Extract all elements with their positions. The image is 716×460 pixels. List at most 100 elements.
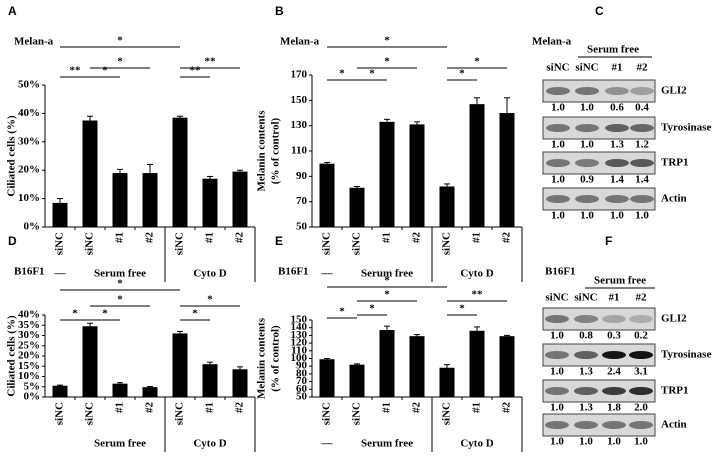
- bar: [319, 163, 335, 227]
- significance-label: *: [207, 294, 213, 306]
- y-tick-label: 60: [296, 383, 308, 395]
- band: [575, 124, 599, 132]
- bar: [112, 173, 128, 227]
- band: [602, 387, 626, 395]
- quantification: 1.3: [579, 402, 593, 414]
- x-tick-label: siNC: [84, 232, 96, 255]
- bar: [52, 202, 68, 227]
- y-tick-label: 20%: [18, 164, 40, 176]
- y-tick-label: 30%: [18, 329, 40, 341]
- band: [605, 159, 629, 167]
- x-tick-label: #1: [471, 402, 483, 413]
- quantification: 1.0: [580, 139, 594, 151]
- lane-label: siNC: [545, 292, 568, 304]
- panel-label: A: [8, 4, 17, 18]
- y-tick-label: 100: [291, 352, 308, 364]
- band: [574, 387, 598, 395]
- lane-label: #1: [612, 62, 623, 74]
- band: [546, 124, 570, 132]
- quantification: 1.0: [550, 366, 564, 378]
- chart-title: B16F1: [14, 266, 45, 278]
- bar: [319, 359, 335, 397]
- x-tick-label: siNC: [321, 402, 333, 425]
- significance-label: *: [474, 56, 480, 68]
- significance-label: *: [459, 303, 465, 315]
- y-tick-label: 120: [291, 337, 308, 349]
- y-axis-label: Ciliated cells (%): [6, 315, 18, 397]
- lane-label: #1: [609, 292, 620, 304]
- y-tick-label: 0%: [24, 221, 41, 233]
- band: [574, 315, 598, 323]
- y-tick-label: 40%: [18, 107, 40, 119]
- protein-label: Actin: [661, 419, 687, 431]
- x-tick-label: #1: [114, 232, 126, 243]
- x-tick-label: siNC: [321, 232, 333, 255]
- y-tick-label: 150: [291, 314, 308, 326]
- quantification: 1.8: [607, 402, 621, 414]
- bar: [202, 178, 218, 227]
- group-label: Serum free: [361, 268, 413, 280]
- y-tick-label: 50: [296, 221, 308, 233]
- y-tick-label: 70: [296, 375, 308, 387]
- band: [602, 315, 626, 323]
- y-axis-label: (% of control): [270, 325, 282, 392]
- quantification: 1.0: [634, 436, 648, 448]
- group-label: —: [321, 438, 334, 450]
- band: [630, 87, 654, 95]
- x-tick-label: siNC: [351, 232, 363, 255]
- quantification: 0.6: [610, 102, 624, 114]
- lane-label: #2: [636, 292, 648, 304]
- bar: [349, 187, 365, 227]
- y-tick-label: 90: [296, 360, 308, 372]
- y-tick-label: 5%: [24, 380, 41, 392]
- significance-label: *: [384, 35, 390, 47]
- significance-label: *: [102, 308, 108, 320]
- y-tick-label: 40%: [18, 309, 40, 321]
- y-tick-label: 50: [296, 391, 308, 403]
- x-tick-label: siNC: [84, 402, 96, 425]
- blot-title: Melan-a: [532, 36, 572, 48]
- quantification: 1.4: [610, 174, 624, 186]
- x-tick-label: #1: [204, 402, 216, 413]
- quantification: 1.0: [635, 210, 649, 222]
- significance-label: *: [369, 68, 375, 80]
- group-label: Cyto D: [460, 438, 493, 450]
- significance-label: *: [117, 35, 123, 47]
- band: [575, 159, 599, 167]
- band: [545, 387, 569, 395]
- quantification: 1.0: [579, 436, 593, 448]
- bar: [142, 173, 158, 227]
- y-tick-label: 110: [291, 145, 307, 157]
- quantification: 2.4: [607, 366, 621, 378]
- condition-label: Serum free: [594, 275, 646, 287]
- lane-label: #2: [637, 62, 649, 74]
- bar: [469, 104, 485, 227]
- quantification: 2.0: [634, 402, 648, 414]
- y-tick-label: 80: [296, 367, 308, 379]
- quantification: 0.2: [634, 330, 648, 342]
- group-label: —: [54, 268, 67, 280]
- bar: [232, 171, 248, 227]
- quantification: 1.2: [635, 139, 649, 151]
- group-label: Serum free: [361, 438, 413, 450]
- x-tick-label: #2: [144, 402, 156, 414]
- blot-strip: [542, 151, 656, 175]
- y-axis-label: Ciliated cells (%): [6, 115, 18, 197]
- x-tick-label: siNC: [351, 402, 363, 425]
- band: [630, 124, 654, 132]
- y-tick-label: 10%: [18, 192, 40, 204]
- y-tick-label: 150: [291, 94, 308, 106]
- x-tick-label: #1: [381, 232, 393, 243]
- significance-label: *: [369, 303, 375, 315]
- bar: [409, 336, 425, 397]
- bar: [232, 369, 248, 397]
- band: [629, 387, 653, 395]
- bar: [172, 333, 188, 397]
- chart-title: B16F1: [278, 266, 309, 278]
- x-tick-label: #2: [501, 402, 513, 414]
- panel-label: B: [275, 4, 284, 18]
- protein-label: Tyrosinase: [661, 349, 711, 361]
- panel-label: D: [8, 234, 17, 248]
- panel-label: C: [595, 4, 604, 18]
- quantification: 0.4: [635, 102, 649, 114]
